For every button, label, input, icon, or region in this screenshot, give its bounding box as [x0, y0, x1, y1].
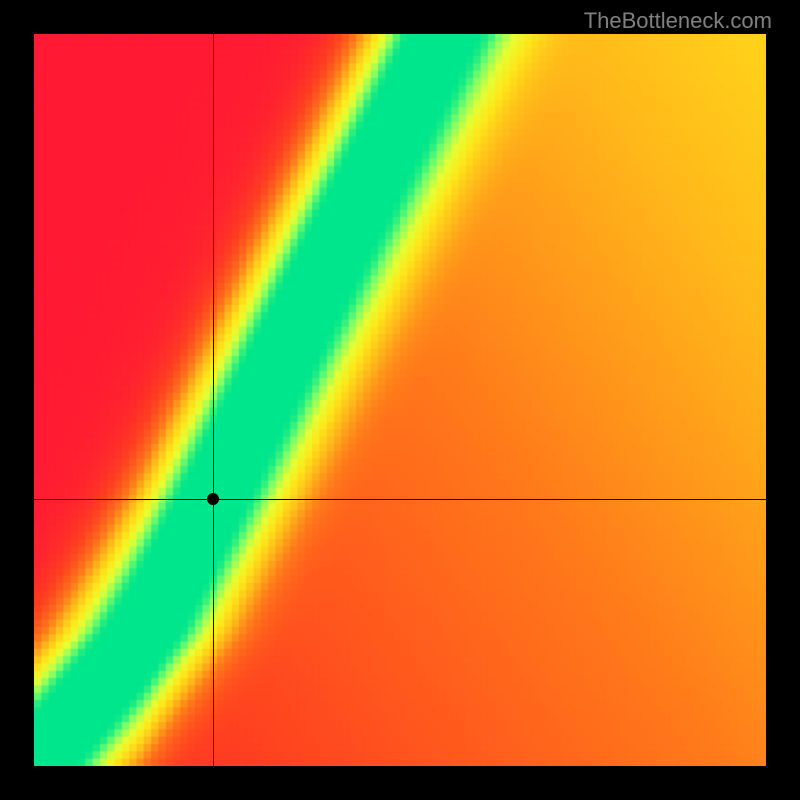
crosshair-marker: [207, 493, 219, 505]
heatmap-canvas: [34, 34, 766, 766]
watermark: TheBottleneck.com: [584, 8, 772, 34]
heatmap-chart: [34, 34, 766, 766]
crosshair-vertical: [213, 34, 214, 766]
crosshair-horizontal: [34, 499, 766, 500]
